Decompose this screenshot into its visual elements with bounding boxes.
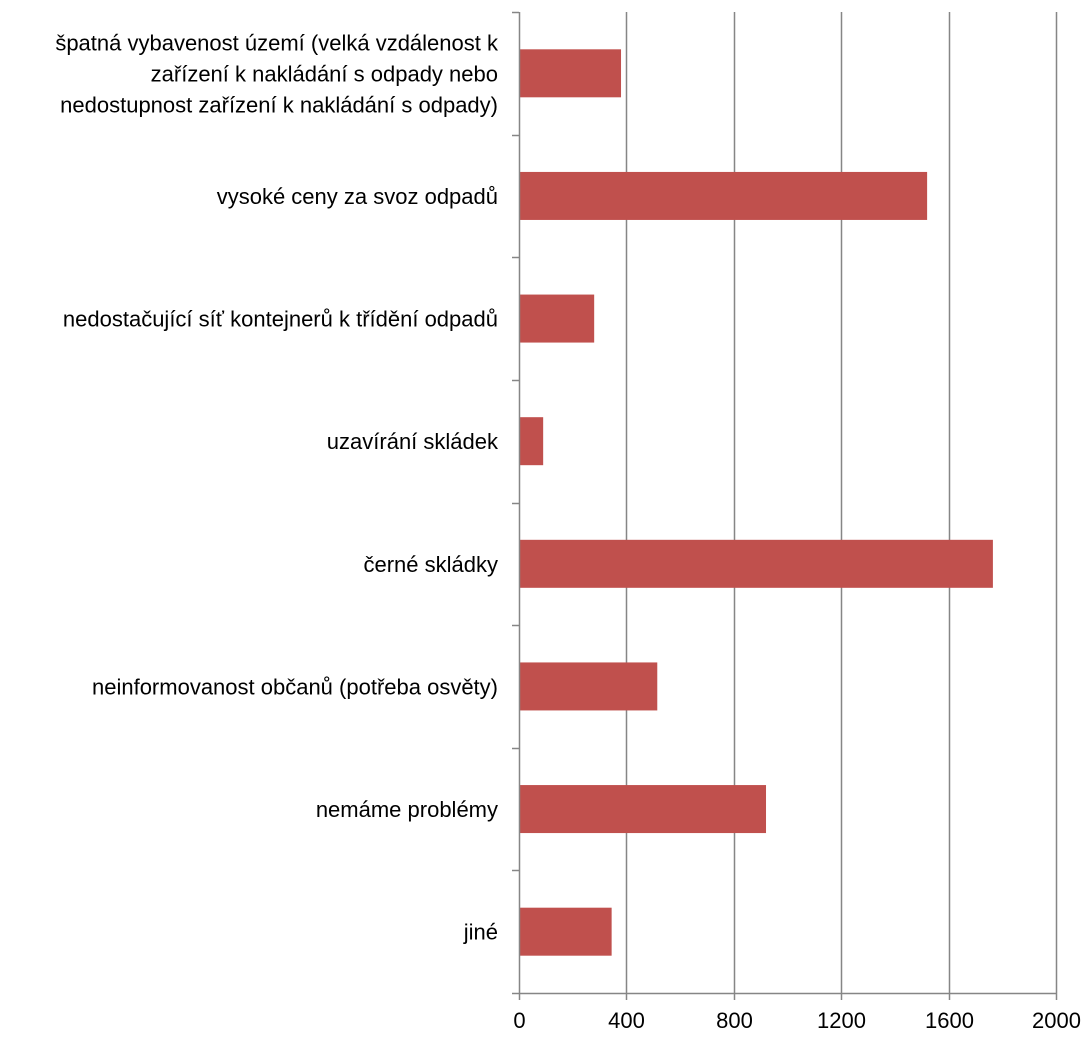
category-label-line: jiné [463,920,498,945]
category-label-line: nemáme problémy [316,797,498,822]
x-tick-label: 0 [513,1008,525,1033]
category-label: jiné [463,920,498,945]
category-label-line: uzavírání skládek [327,429,499,454]
category-label: nedostačující síť kontejnerů k třídění o… [63,307,498,332]
bars [520,49,993,956]
bar-0 [520,49,622,98]
x-tick-labels: 0 400 800 1200 1600 2000 [513,1008,1081,1033]
bar-3 [520,417,544,466]
x-tick-label: 1200 [817,1008,866,1033]
bar-7 [520,907,612,956]
category-labels: špatná vybavenost území (velká vzdálenos… [55,30,499,944]
category-label: špatná vybavenost území (velká vzdálenos… [55,30,499,117]
category-label-line: neinformovanost občanů (potřeba osvěty) [92,674,498,699]
x-tick-label: 1600 [925,1008,974,1033]
x-tick-label: 2000 [1032,1008,1081,1033]
category-label-line: černé skládky [363,552,498,577]
category-label: neinformovanost občanů (potřeba osvěty) [92,674,498,699]
x-tick-label: 800 [716,1008,753,1033]
axes [512,11,1058,1000]
bar-2 [520,294,595,343]
category-label: černé skládky [363,552,498,577]
category-label-line: špatná vybavenost území (velká vzdálenos… [55,30,499,55]
category-label-line: nedostačující síť kontejnerů k třídění o… [63,307,498,332]
x-tick-label: 400 [608,1008,645,1033]
category-label-line: nedostupnost zařízení k nakládání s odpa… [60,92,498,117]
category-label: nemáme problémy [316,797,498,822]
category-label-line: zařízení k nakládání s odpady nebo [151,61,498,86]
bar-4 [520,539,993,588]
category-label: vysoké ceny za svoz odpadů [217,184,498,209]
category-label-line: vysoké ceny za svoz odpadů [217,184,498,209]
bar-6 [520,785,767,834]
bar-1 [520,171,928,220]
category-label: uzavírání skládek [327,429,499,454]
bar-5 [520,662,658,711]
gridlines [625,12,1058,993]
